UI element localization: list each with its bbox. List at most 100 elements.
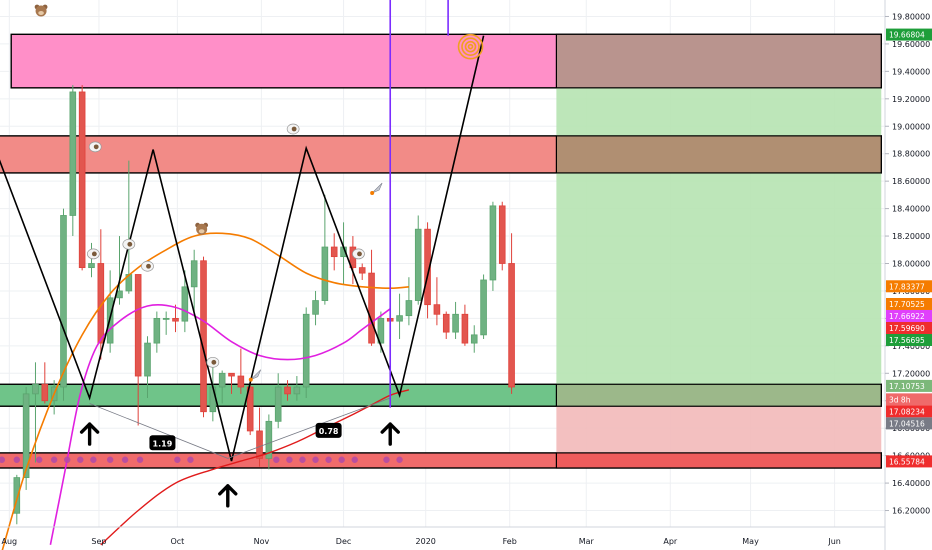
eye-pupil: [91, 251, 97, 257]
x-tick-label: Apr: [663, 537, 678, 546]
price-tag: 17.59690: [886, 321, 932, 334]
candle-body: [181, 286, 189, 322]
candle-body: [22, 393, 30, 478]
rocket-body: [371, 182, 383, 194]
candle-body: [88, 263, 95, 269]
target-ring: [467, 43, 474, 50]
bear-icon: [195, 222, 209, 235]
candle-body: [452, 313, 459, 333]
price-tag-label: 17.70525: [889, 300, 925, 309]
x-tick-label: Jun: [827, 537, 841, 546]
price-tag-label: 17.83377: [889, 282, 925, 291]
profit-area: [556, 34, 882, 389]
candle-body: [134, 274, 142, 377]
candles-layer: [13, 85, 515, 525]
candle-body: [480, 279, 487, 336]
candle-body: [424, 228, 431, 306]
target-ring: [464, 40, 477, 53]
arrow-shape: [218, 484, 238, 508]
signal-dot: [396, 456, 403, 463]
candle-body: [172, 317, 179, 322]
price-tag-box: [886, 28, 932, 41]
y-tick-label: 19.20000: [892, 95, 930, 104]
up-arrow-icon: [218, 484, 238, 508]
signal-dot: [36, 456, 43, 463]
signal-dot: [77, 456, 84, 463]
candle-body: [162, 317, 170, 320]
candle-body: [246, 386, 254, 432]
price-tag-label: 16.55784: [889, 457, 925, 466]
rocket-body: [250, 369, 262, 380]
eye-icon: [286, 123, 300, 135]
price-tag-box: [886, 417, 932, 430]
eye-icon: [352, 248, 365, 260]
y-tick-label: 18.00000: [892, 260, 930, 269]
y-tick-label: 16.40000: [892, 479, 930, 488]
x-tick-label: Mar: [579, 537, 595, 546]
price-tag: 17.08234: [886, 405, 932, 418]
measure-line-0: [89, 397, 391, 459]
overlap-zone-green: [555, 383, 882, 407]
ratio-label-box: [315, 422, 342, 438]
candle-body: [153, 317, 161, 344]
price-tag-box: [886, 455, 932, 468]
price-tag-box: [886, 321, 932, 334]
price-tag: 17.04516: [886, 417, 932, 430]
candle-body: [78, 91, 86, 269]
eye-pupil: [93, 144, 99, 150]
candle-body: [330, 246, 338, 258]
candle-body: [368, 272, 375, 344]
signal-dot: [121, 456, 129, 463]
y-tick-label: 18.40000: [892, 205, 930, 214]
rocket-flame: [370, 191, 375, 196]
bear-icon: [34, 4, 48, 17]
overlap-zone-0: [555, 33, 882, 89]
eye-icon: [87, 248, 100, 260]
ratio-label-text: 1.19: [153, 439, 173, 448]
eye-pupil: [146, 263, 151, 269]
candle-body: [293, 386, 301, 395]
candle-body: [508, 263, 515, 388]
rocket-icon: [370, 182, 383, 196]
x-tick-label: 2020: [416, 537, 436, 546]
price-tag-label: 17.59690: [889, 324, 925, 333]
rocket-flame: [248, 377, 253, 382]
signal-dot: [338, 456, 345, 463]
price-tag-box: [886, 280, 932, 293]
candle-body: [414, 228, 422, 301]
price-tag-label: 3d 8h: [889, 395, 911, 404]
overlap-zone-red: [555, 452, 882, 469]
candle-body: [377, 317, 385, 344]
ratio-label-box: [149, 435, 176, 451]
candle-body: [144, 342, 151, 377]
price-tag: 17.66922: [886, 309, 932, 322]
candle-body: [302, 313, 310, 388]
candle-body: [97, 263, 105, 344]
candle-body: [41, 383, 49, 402]
eye-icon: [88, 141, 102, 153]
y-tick-label: 18.80000: [892, 150, 930, 159]
candle-body: [60, 215, 67, 388]
y-tick-label: 16.20000: [892, 507, 930, 516]
x-tick-label: Nov: [254, 537, 270, 546]
bear-snout: [38, 10, 44, 15]
y-tick-label: 17.40000: [892, 342, 930, 351]
candle-body: [321, 246, 329, 301]
x-tick-label: May: [742, 537, 759, 546]
zones-layer: [0, 33, 882, 469]
eye-pupil: [127, 241, 133, 247]
candle-body: [489, 205, 497, 281]
y-tick-label: 19.00000: [892, 122, 930, 131]
candle-body: [284, 386, 291, 395]
eye-pupil: [291, 126, 297, 132]
price-tag: 3d 8h: [886, 393, 932, 406]
candle-body: [190, 260, 198, 288]
target-ring: [461, 37, 480, 56]
x-tick-label: Feb: [503, 537, 517, 546]
signal-dot: [286, 456, 293, 463]
price-tag-label: 17.04516: [889, 419, 925, 428]
candle-body: [358, 267, 366, 274]
